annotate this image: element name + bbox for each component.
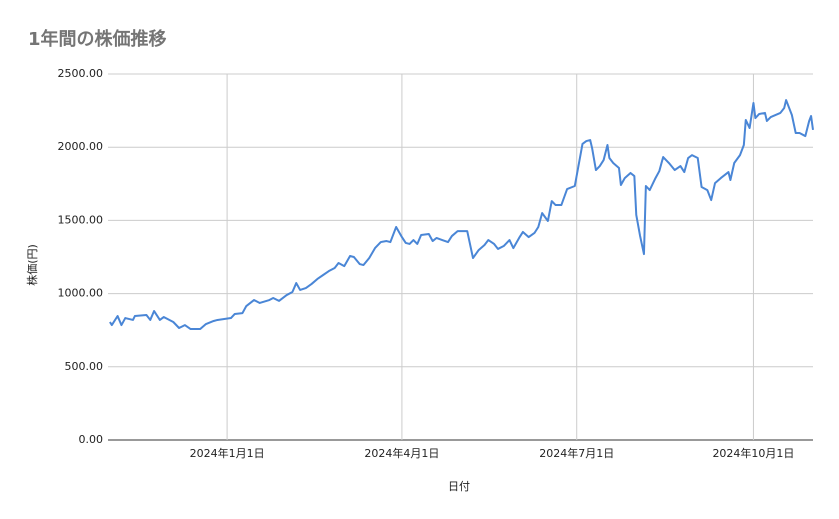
y-axis-title: 株価(円) xyxy=(25,244,39,286)
x-tick-label: 2024年1月1日 xyxy=(190,446,265,460)
y-tick-label: 1500.00 xyxy=(58,213,104,226)
y-tick-label: 2000.00 xyxy=(58,140,104,153)
chart-title: 1年間の株価推移 xyxy=(28,28,167,50)
y-tick-label: 2500.00 xyxy=(58,67,104,80)
x-axis-title: 日付 xyxy=(448,480,470,493)
y-tick-label: 1000.00 xyxy=(58,287,104,300)
x-tick-label: 2024年7月1日 xyxy=(539,446,614,460)
y-tick-label: 0.00 xyxy=(79,433,104,446)
x-tick-label: 2024年10月1日 xyxy=(712,446,794,460)
price-line xyxy=(109,99,814,331)
y-tick-label: 500.00 xyxy=(65,360,104,373)
x-tick-label: 2024年4月1日 xyxy=(364,446,439,460)
